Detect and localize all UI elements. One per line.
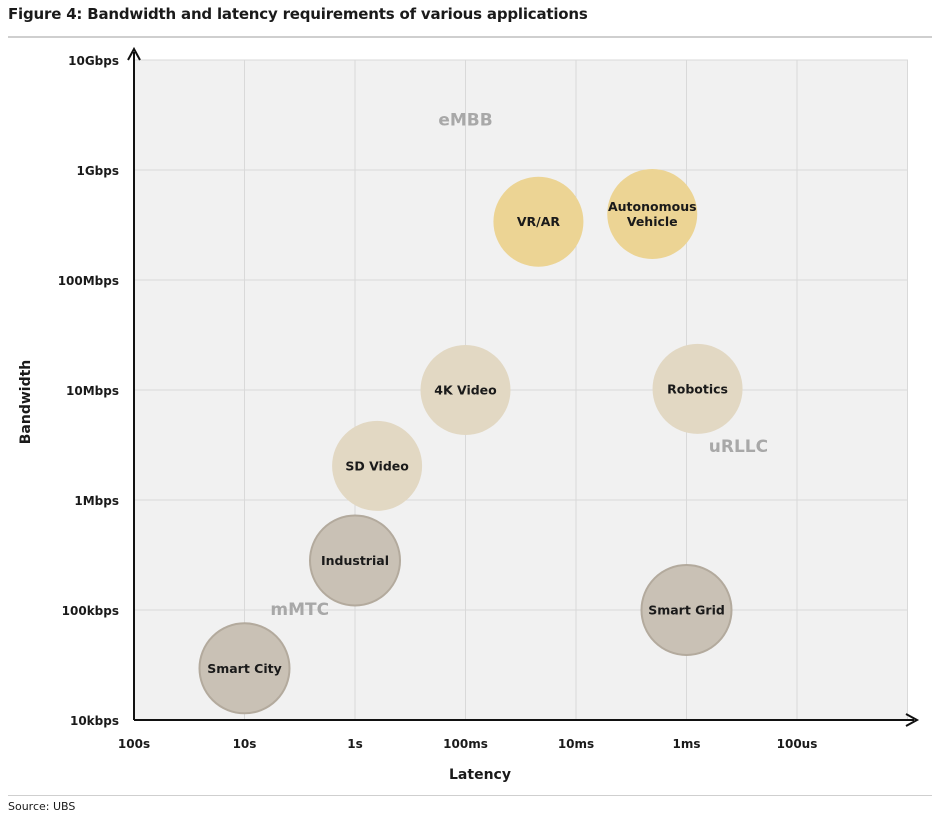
region-label-embb: eMBB [438,111,492,131]
bubble-sd-video: SD Video [332,420,423,511]
region-labels: eMBB mMTC uRLLC [270,111,768,621]
x-tick-label: 10s [233,737,257,751]
bubble-label: 4K Video [434,383,497,398]
x-axis-title: Latency [449,767,511,783]
x-tick-label: 100s [118,737,150,751]
bubble-label: Robotics [667,381,728,396]
bubble-smart-grid: Smart Grid [640,564,733,656]
y-tick-label: 10Gbps [68,54,119,68]
bottom-divider [8,795,932,796]
x-tick-label: 1ms [673,737,701,751]
y-tick-labels: 10Gbps 1Gbps 100Mbps 10Mbps 1Mbps 100kbps 10kb… [58,54,119,728]
bubble-label: Autonomous [608,199,697,214]
x-axis-arrow [905,713,920,727]
bubble-circle [420,345,511,435]
x-tick-label: 1s [347,737,363,751]
y-tick-label: 100Mbps [58,274,119,288]
bubble-circle [652,343,743,434]
bubble-circle [640,564,733,656]
bubble-circle [607,169,698,259]
bubble-circle [332,420,423,511]
x-tick-label: 100us [777,737,818,751]
y-axis-arrow [127,46,141,61]
y-tick-label: 10kbps [70,714,119,728]
bubble-circle [198,622,291,715]
bubble-industrial: Industrial [309,514,401,607]
top-divider [8,36,932,38]
y-tick-label: 10Mbps [66,384,119,398]
bubble-robotics: Robotics [652,343,743,434]
bubble-smart-city: Smart City [198,622,291,715]
bubble-vr-ar: VR/AR [493,176,584,267]
x-tick-label: 10ms [558,737,594,751]
bubble-circle [493,176,584,267]
y-axis-title: Bandwidth [18,360,34,445]
x-tick-label: 100ms [443,737,488,751]
x-tick-labels: 100s 10s 1s 100ms 10ms 1ms 100us [118,737,817,751]
figure-title: Figure 4: Bandwidth and latency requirem… [8,5,588,23]
y-tick-label: 100kbps [62,604,119,618]
bubble-circle [309,514,401,607]
bubble-label: Vehicle [627,214,678,229]
bubble-4k-video: 4K Video [420,345,511,435]
axes [127,46,920,727]
region-label-mmtc: mMTC [270,600,329,620]
bubble-label: Industrial [321,553,389,568]
region-label-urllc: uRLLC [709,437,768,457]
grid-lines [134,59,908,720]
bubble-label: Smart City [207,661,282,676]
source-note: Source: UBS [8,800,76,813]
y-tick-label: 1Mbps [74,494,119,508]
y-tick-label: 1Gbps [76,164,119,178]
bubble-label: Smart Grid [648,603,725,618]
bubble-label: SD Video [345,458,409,473]
bubble-label: VR/AR [517,214,561,229]
